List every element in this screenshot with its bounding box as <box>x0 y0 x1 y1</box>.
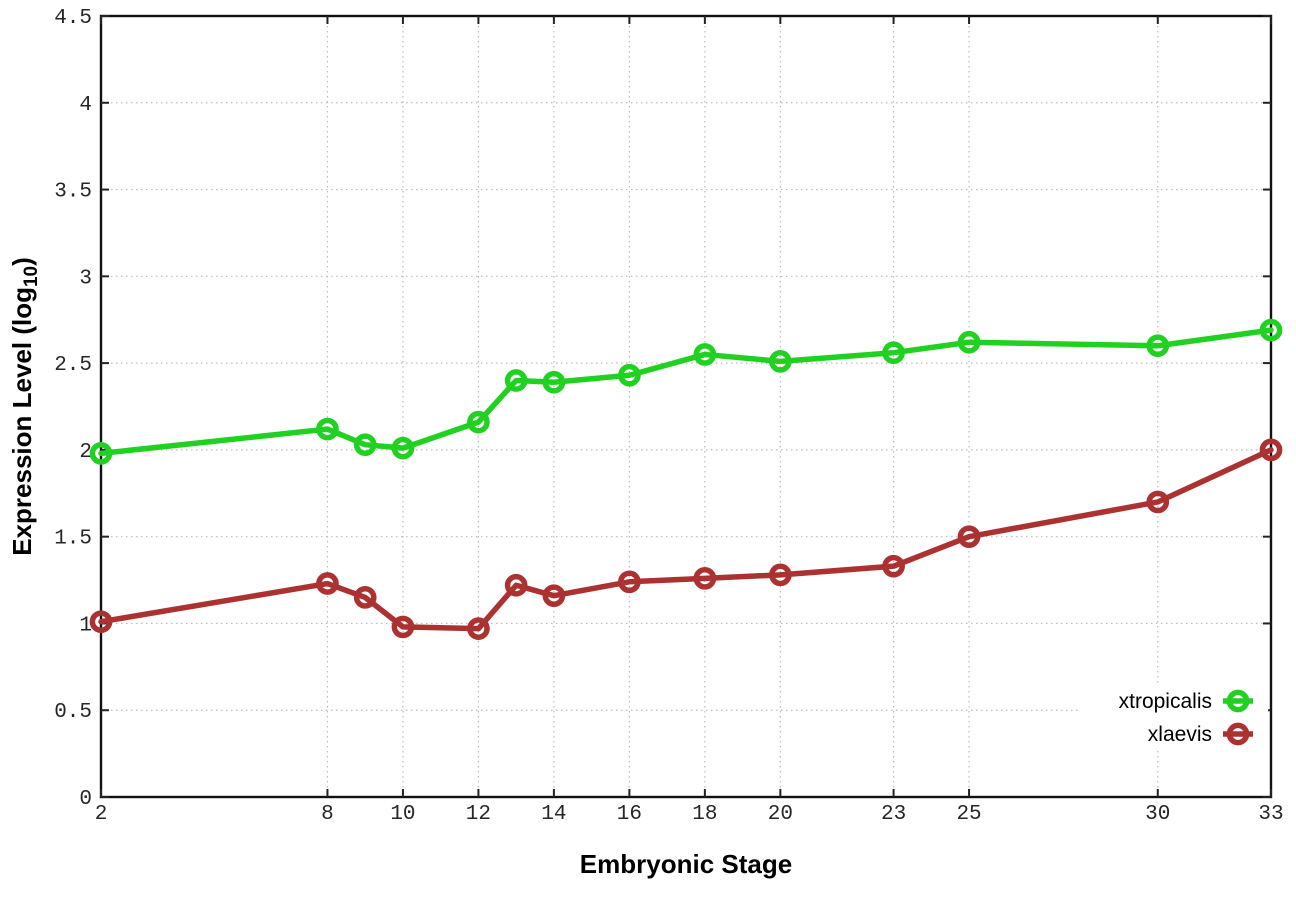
data-point-xtropicalis <box>769 350 792 373</box>
data-point-xlaevis <box>769 563 792 587</box>
x-tick-label: 8 <box>321 803 334 826</box>
data-point-xtropicalis <box>89 442 113 465</box>
legend-item-xtropicalis: xtropicalis <box>1119 689 1253 713</box>
data-point-xtropicalis <box>957 330 981 354</box>
data-point-xtropicalis <box>618 363 641 387</box>
x-tick-label: 12 <box>466 803 491 826</box>
y-tick-label: 1 <box>79 614 92 637</box>
data-point-xlaevis <box>882 554 905 578</box>
y-tick-label: 4.5 <box>54 7 92 30</box>
x-axis-title: Embryonic Stage <box>580 849 792 879</box>
legend-item-xlaevis: xlaevis <box>1148 722 1253 746</box>
data-point-xtropicalis <box>504 369 528 392</box>
data-point-xlaevis <box>316 572 339 595</box>
x-tick-label: 23 <box>881 803 906 826</box>
y-tick-label: 1.5 <box>54 528 92 551</box>
y-tick-label: 3.5 <box>54 181 92 204</box>
x-tick-label: 2 <box>95 803 108 826</box>
data-point-xtropicalis <box>1259 318 1283 342</box>
plot-border <box>99 14 1273 799</box>
data-point-xtropicalis <box>467 410 490 434</box>
legend-label-xtropicalis: xtropicalis <box>1119 690 1212 713</box>
x-tick-label: 14 <box>541 803 566 826</box>
data-point-xtropicalis <box>882 341 905 365</box>
legend-label-xlaevis: xlaevis <box>1148 723 1212 746</box>
data-point-xtropicalis <box>391 436 415 460</box>
data-point-xlaevis <box>542 584 566 608</box>
x-tick-label: 18 <box>692 803 717 826</box>
y-tick-label: 0 <box>79 788 92 811</box>
data-point-xlaevis <box>1259 438 1283 462</box>
y-tick-label: 4 <box>79 94 92 117</box>
legend-marker-sample <box>1226 722 1250 746</box>
data-point-xlaevis <box>504 573 528 597</box>
data-point-xlaevis <box>391 615 415 639</box>
data-point-xtropicalis <box>693 343 717 366</box>
data-point-xlaevis <box>618 570 641 594</box>
x-tick-label: 33 <box>1258 803 1283 826</box>
y-tick-label: 3 <box>79 267 92 290</box>
data-point-xtropicalis <box>353 433 377 457</box>
data-point-xlaevis <box>353 586 377 609</box>
data-point-xlaevis <box>693 566 717 590</box>
x-tick-label: 20 <box>768 803 793 826</box>
data-point-xtropicalis <box>316 417 339 441</box>
y-tick-label: 2 <box>79 441 92 464</box>
data-point-xlaevis <box>89 610 113 634</box>
x-tick-label: 25 <box>956 803 981 826</box>
y-tick-label: 0.5 <box>54 701 92 724</box>
data-point-xtropicalis <box>542 370 566 394</box>
data-point-xtropicalis <box>1146 334 1170 358</box>
x-tick-label: 10 <box>390 803 415 826</box>
y-axis-title: Expression Level (log10) <box>7 257 42 556</box>
data-point-xlaevis <box>1146 490 1170 514</box>
y-tick-label: 2.5 <box>54 354 92 377</box>
data-point-xlaevis <box>957 525 981 549</box>
legend-marker-sample <box>1226 689 1250 713</box>
x-tick-label: 30 <box>1145 803 1170 826</box>
data-point-xlaevis <box>467 617 490 641</box>
x-tick-label: 16 <box>617 803 642 826</box>
